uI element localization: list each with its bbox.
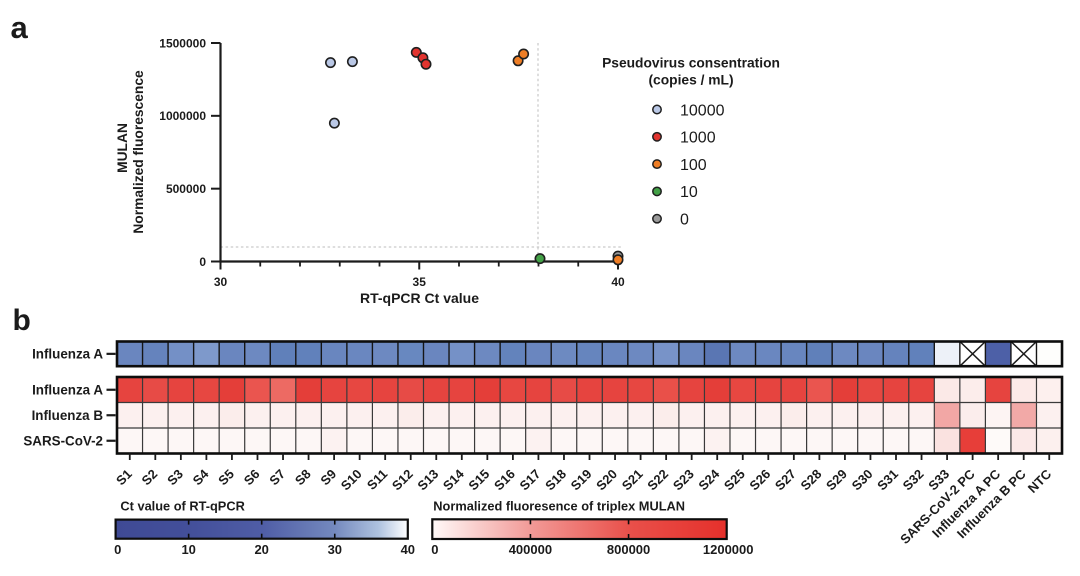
- svg-text:Influenza B: Influenza B: [32, 408, 104, 423]
- svg-text:800000: 800000: [607, 542, 650, 557]
- svg-text:30: 30: [214, 275, 228, 289]
- svg-text:1000: 1000: [680, 130, 716, 147]
- svg-text:a: a: [11, 10, 29, 45]
- svg-text:40: 40: [401, 542, 415, 557]
- svg-text:Pseudovirus consentration: Pseudovirus consentration: [602, 56, 780, 71]
- svg-text:0: 0: [199, 255, 206, 269]
- svg-text:Influenza A: Influenza A: [32, 382, 103, 397]
- svg-text:Influenza A: Influenza A: [32, 347, 103, 362]
- svg-text:(copies / mL): (copies / mL): [648, 73, 733, 88]
- svg-text:500000: 500000: [166, 182, 206, 196]
- svg-text:40: 40: [611, 275, 625, 289]
- svg-text:400000: 400000: [509, 542, 552, 557]
- svg-text:35: 35: [413, 275, 427, 289]
- svg-text:10000: 10000: [680, 102, 725, 119]
- svg-text:Normalized fluoresence of trip: Normalized fluoresence of triplex MULAN: [433, 499, 685, 514]
- svg-text:RT-qPCR Ct value: RT-qPCR Ct value: [360, 290, 479, 306]
- svg-text:100: 100: [680, 157, 707, 174]
- svg-text:1000000: 1000000: [159, 109, 206, 123]
- svg-text:Normalized fluorescence: Normalized fluorescence: [131, 70, 146, 234]
- svg-text:Ct value of RT-qPCR: Ct value of RT-qPCR: [120, 499, 244, 514]
- svg-text:0: 0: [431, 542, 438, 557]
- svg-text:20: 20: [254, 542, 268, 557]
- svg-text:MULAN: MULAN: [115, 123, 130, 173]
- svg-text:10: 10: [680, 184, 698, 201]
- svg-text:10: 10: [181, 542, 195, 557]
- svg-text:30: 30: [328, 542, 342, 557]
- svg-text:1200000: 1200000: [703, 542, 754, 557]
- svg-text:0: 0: [680, 212, 689, 229]
- svg-text:0: 0: [114, 542, 121, 557]
- svg-text:1500000: 1500000: [159, 36, 206, 50]
- svg-text:b: b: [13, 304, 31, 337]
- svg-text:SARS-CoV-2: SARS-CoV-2: [23, 433, 103, 448]
